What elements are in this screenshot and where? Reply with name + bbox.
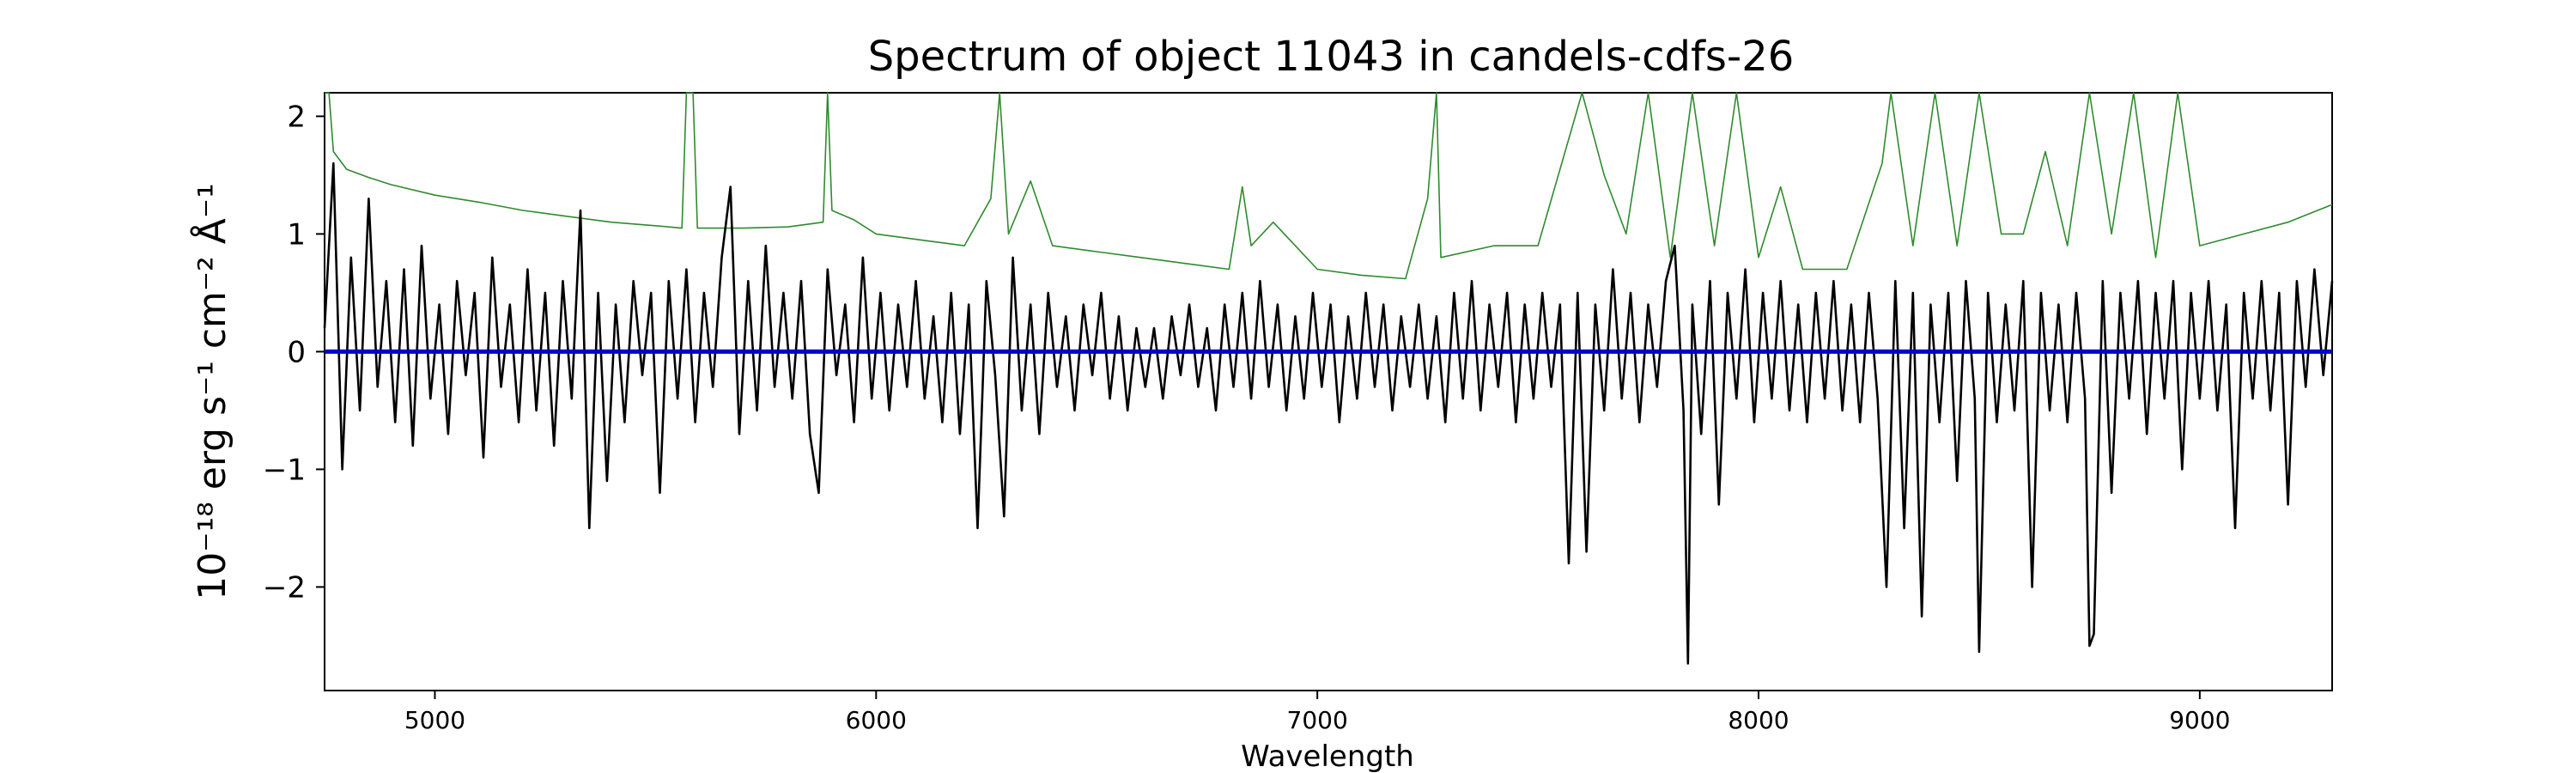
x-tick-label: 7000 [1287,706,1348,734]
x-tick-label: 9000 [2169,706,2230,734]
y-axis: −2 −1 0 1 2 [263,100,325,605]
x-axis: 5000 6000 7000 8000 9000 [404,691,2230,734]
y-tick-label: 0 [287,335,306,369]
x-axis-label: Wavelength [1241,740,1414,773]
y-tick-label: −2 [263,570,306,605]
x-tick-label: 5000 [404,706,465,734]
series-line-noise [325,92,2333,280]
series-line-flux [323,161,2334,665]
y-tick-label: 2 [287,100,306,134]
plot-area [323,92,2334,665]
chart-title: Spectrum of object 11043 in candels-cdfs… [868,33,1795,81]
y-axis-label: 10⁻¹⁸ erg s⁻¹ cm⁻² Å⁻¹ [189,183,234,600]
plot-frame [324,92,2333,691]
y-tick-label: 1 [287,217,306,252]
y-tick-label: −1 [263,453,306,487]
x-tick-label: 8000 [1728,706,1789,734]
x-tick-label: 6000 [846,706,907,734]
